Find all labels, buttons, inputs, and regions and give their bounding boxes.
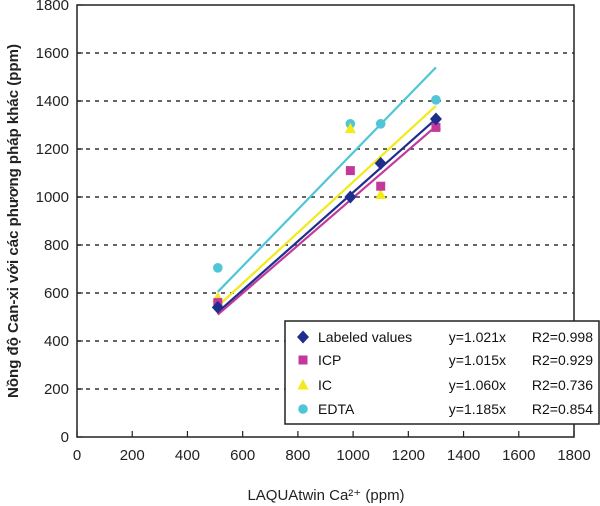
x-tick-label: 1200: [392, 447, 425, 464]
x-tick-label: 800: [285, 447, 310, 464]
x-tick-label: 1800: [557, 447, 590, 464]
trend-line-icp: [217, 125, 437, 316]
legend-marker-icp: [298, 355, 308, 365]
y-tick-label: 1800: [36, 0, 69, 14]
x-tick-label: 1600: [502, 447, 535, 464]
x-tick-label: 1400: [447, 447, 480, 464]
y-tick-label: 1400: [36, 93, 69, 110]
point-icp: [431, 122, 441, 132]
point-ic: [375, 188, 387, 200]
legend-r2-ic: R2=0.736: [532, 377, 593, 393]
point-edta: [213, 263, 223, 273]
point-edta: [431, 95, 441, 105]
trend-lines: [217, 66, 437, 316]
y-axis-title: Nồng độ Can-xi với các phương pháp khác …: [5, 44, 22, 398]
legend-label-edta: EDTA: [318, 401, 355, 417]
y-tick-label: 1200: [36, 141, 69, 158]
legend-label-labeled-values: Labeled values: [318, 329, 412, 345]
legend-box: [284, 320, 600, 425]
point-icp: [376, 181, 386, 191]
x-axis-title: LAQUAtwin Ca²⁺ (ppm): [247, 487, 404, 504]
legend-r2-icp: R2=0.929: [532, 352, 593, 368]
y-tick-label: 200: [44, 381, 69, 398]
legend-equation-labeled-values: y=1.021x: [449, 329, 506, 345]
point-labeled-values: [211, 300, 224, 314]
legend-marker-ic: [297, 379, 309, 390]
legend-label-icp: ICP: [318, 352, 341, 368]
x-tick-label: 1000: [336, 447, 369, 464]
x-tick-label: 200: [120, 447, 145, 464]
plot-frame: [76, 4, 575, 438]
point-labeled-values: [429, 112, 442, 126]
trend-line-edta: [217, 66, 437, 293]
data-points: [211, 95, 442, 314]
legend-equation-ic: y=1.060x: [449, 377, 506, 393]
legend: Labeled values y=1.021x R2=0.998 ICP y=1.015…: [284, 320, 600, 425]
x-tick-label: 400: [175, 447, 200, 464]
legend-marker-labeled-values: [297, 330, 309, 344]
y-tick-label: 400: [44, 333, 69, 350]
legend-equation-icp: y=1.015x: [449, 352, 506, 368]
y-tick-label: 800: [44, 237, 69, 254]
y-tick-label: 1600: [36, 45, 69, 62]
point-icp: [345, 166, 355, 176]
y-tick-label: 1000: [36, 189, 69, 206]
legend-marker-edta: [298, 404, 308, 414]
axis-ticks: 0 200 400 600 800 1000 1200 1400 1600 1800 0 200 400…: [36, 0, 591, 464]
point-labeled-values: [344, 190, 357, 204]
y-tick-label: 0: [61, 429, 69, 446]
legend-equation-edta: y=1.185x: [449, 401, 506, 417]
legend-label-ic: IC: [318, 377, 332, 393]
legend-r2-edta: R2=0.854: [532, 401, 593, 417]
trend-line-ic: [217, 104, 437, 308]
y-tick-label: 600: [44, 285, 69, 302]
point-edta: [375, 119, 386, 129]
x-tick-label: 600: [230, 447, 255, 464]
point-ic: [344, 122, 356, 134]
legend-r2-labeled-values: R2=0.998: [532, 329, 593, 345]
x-tick-label: 0: [73, 447, 81, 464]
point-labeled-values: [374, 156, 387, 170]
trend-line-labeled-values: [217, 118, 437, 314]
